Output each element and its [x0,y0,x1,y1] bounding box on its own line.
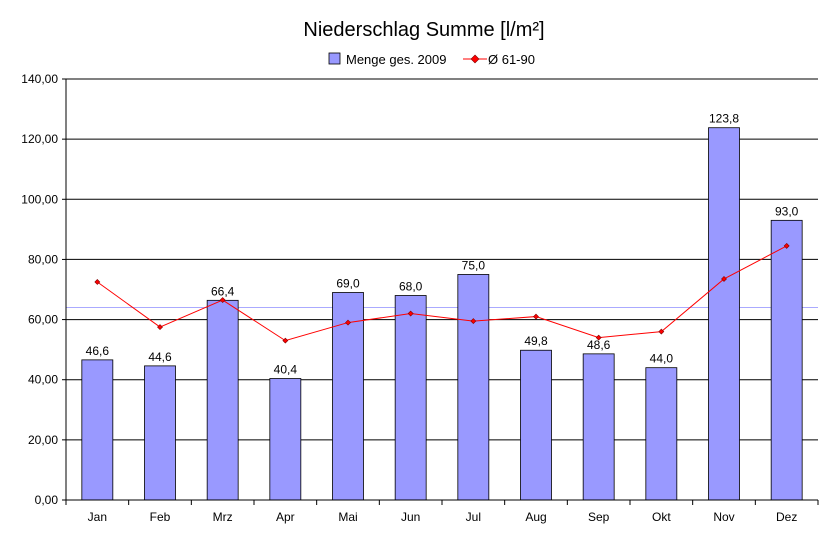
x-tick-label: Dez [776,510,797,524]
legend: Menge ges. 2009 Ø 61-90 [328,52,535,67]
data-label-nov: 123,8 [709,112,739,126]
bar-okt [645,367,678,501]
bar-nov [708,127,740,501]
x-tick-labels: Jan Feb Mrz Apr Mai Jun Jul Aug Sep Okt Nov Dez [88,510,798,524]
x-tick-label: Jun [401,510,420,524]
data-label-okt: 44,0 [650,352,674,366]
axes [62,78,819,505]
legend-line-label: Ø 61-90 [488,52,535,67]
x-tick-label: Nov [713,510,734,524]
average-line [97,245,787,342]
average-point-feb [157,324,163,331]
average-point-mai [345,319,351,326]
x-tick-label: Okt [652,510,671,524]
data-labels: 46,6 44,6 66,4 40,4 69,0 68,0 75,0 49,8 48,6 44,0… [86,112,799,377]
bar-sep [582,353,615,501]
y-tick-label: 40,00 [28,373,58,387]
data-label-feb: 44,6 [148,350,172,364]
y-tick-label: 80,00 [28,252,58,266]
x-tick-label: Apr [276,510,295,524]
y-tick-label: 60,00 [28,313,58,327]
x-tick-label: Sep [588,510,610,524]
x-tick-label: Mai [338,510,357,524]
data-label-jun: 68,0 [399,280,423,294]
bar-mrz [206,299,239,501]
data-label-dez: 93,0 [775,204,799,218]
bar-apr [269,378,302,501]
y-tick-label: 20,00 [28,433,58,447]
chart-title: Niederschlag Summe [l/m²] [303,19,544,41]
x-tick-label: Aug [525,510,546,524]
average-point-nov [721,276,727,282]
x-tick-label: Jul [466,510,481,524]
line-series [94,242,790,344]
data-label-sep: 48,6 [587,338,611,352]
x-tick-label: Mrz [213,510,233,524]
data-label-jan: 46,6 [86,344,110,358]
average-point-mrz [219,297,226,303]
legend-line-marker [470,54,480,64]
average-point-okt [658,328,665,335]
legend-bar-label: Menge ges. 2009 [346,52,446,67]
data-label-mrz: 66,4 [211,284,235,298]
gridlines [66,78,818,441]
y-tick-label: 140,00 [21,72,58,86]
data-label-aug: 49,8 [524,334,548,348]
average-point-jan [94,279,101,285]
bar-series [81,127,803,501]
x-tick-label: Jan [88,510,107,524]
y-tick-label: 0,00 [35,493,59,507]
average-point-aug [533,313,539,320]
data-label-mai: 69,0 [336,277,360,291]
bar-jun [394,295,427,501]
y-tick-label: 120,00 [21,132,58,146]
data-label-jul: 75,0 [462,258,486,272]
x-tick-label: Feb [150,510,171,524]
legend-bar-swatch [328,52,341,65]
bar-feb [144,365,176,501]
average-point-jul [470,318,477,324]
average-point-sep [595,334,602,341]
bar-aug [520,349,552,501]
bar-jul [457,274,490,501]
average-point-dez [783,242,790,249]
average-point-jun [407,310,414,317]
bar-dez [770,219,803,501]
data-label-apr: 40,4 [274,363,298,377]
average-point-apr [282,337,289,344]
bar-jan [81,359,114,501]
y-tick-labels: 0,00 20,00 40,00 60,00 80,00 100,00 120,00 140,… [21,72,58,507]
y-tick-label: 100,00 [21,192,58,206]
